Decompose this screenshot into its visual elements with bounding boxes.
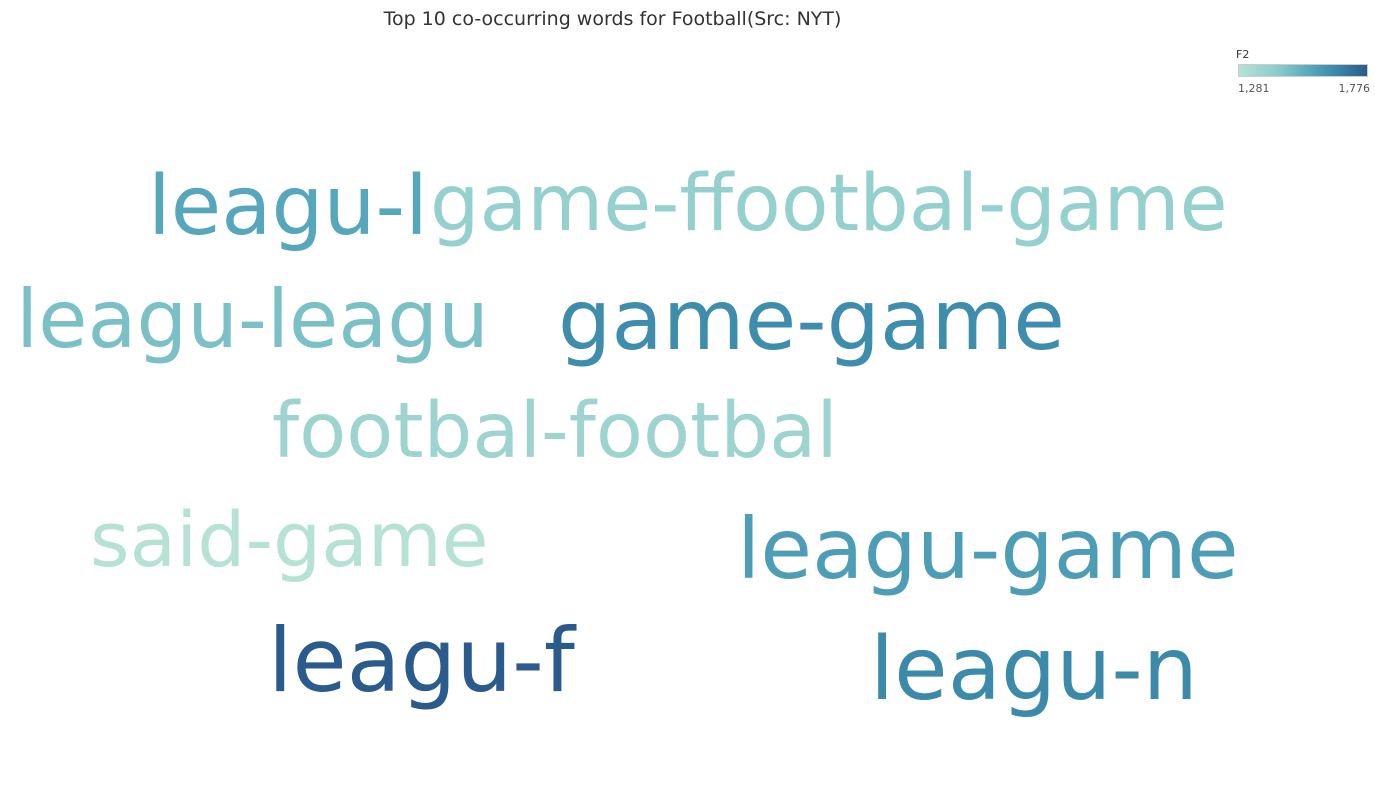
legend-gradient-bar (1238, 64, 1368, 77)
legend-max-label: 1,776 (1338, 82, 1371, 95)
word-footbal-footbal: footbal-footbal (272, 387, 838, 476)
chart-title: Top 10 co-occurring words for Football(S… (383, 8, 842, 30)
word-game-ffootbal-game: game-ffootbal-game (430, 159, 1228, 249)
word-leagu-n: leagu-n (870, 618, 1198, 720)
word-leagu-f: leagu-f (268, 609, 575, 712)
legend-min-label: 1,281 (1238, 82, 1270, 95)
word-leagu-l: leagu-l (148, 159, 428, 254)
word-leagu-game: leagu-game (737, 500, 1239, 598)
word-said-game: said-game (90, 495, 489, 584)
color-legend: F2 1,281 1,776 (1236, 48, 1372, 98)
word-game-game: game-game (558, 271, 1065, 369)
word-leagu-leagu: leagu-leagu (16, 273, 489, 366)
legend-title: F2 (1236, 48, 1250, 61)
